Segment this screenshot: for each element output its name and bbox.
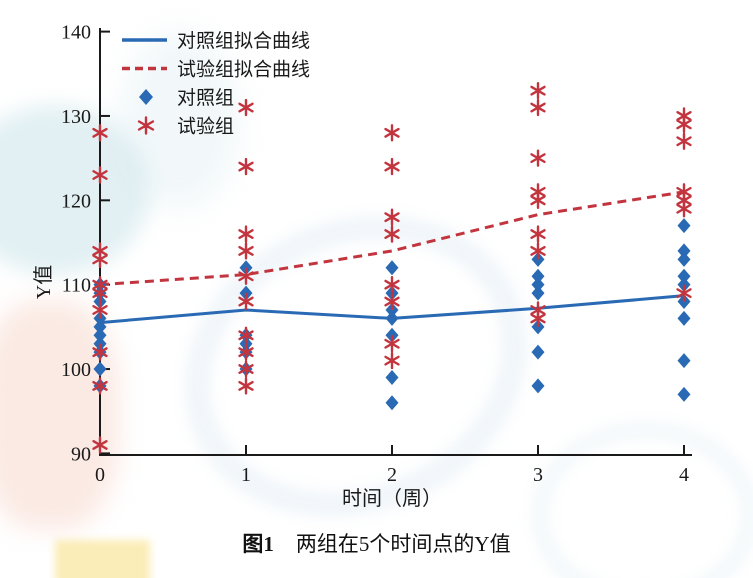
asterisk-marker — [238, 377, 254, 395]
diamond-marker — [677, 386, 691, 402]
asterisk-marker — [676, 115, 692, 134]
legend-label: 对照组拟合曲线 — [177, 30, 310, 52]
x-axis-label: 时间（周） — [342, 487, 442, 510]
asterisk-marker — [530, 81, 546, 100]
asterisk-marker — [676, 284, 692, 302]
diamond-marker — [93, 361, 107, 377]
asterisk-marker — [384, 351, 400, 370]
asterisk-marker — [384, 292, 400, 311]
asterisk-marker — [238, 343, 254, 361]
asterisk-marker — [92, 124, 108, 142]
experimental-scatter — [92, 81, 692, 454]
x-tick-label: 2 — [387, 464, 397, 486]
y-tick-label: 140 — [61, 22, 91, 44]
asterisk-marker — [530, 191, 546, 210]
x-tick-label: 3 — [533, 464, 543, 486]
y-axis-label: Y值 — [32, 265, 55, 299]
asterisk-marker — [238, 360, 254, 378]
diamond-marker — [93, 327, 107, 343]
diamond-marker — [677, 310, 691, 326]
diamond-marker — [385, 260, 399, 276]
diamond-marker — [677, 251, 691, 267]
asterisk-marker — [530, 98, 546, 117]
diamond-marker — [139, 89, 153, 105]
asterisk-marker — [92, 166, 108, 184]
diamond-marker — [385, 395, 399, 411]
asterisk-marker — [238, 98, 254, 117]
diamond-marker — [531, 344, 545, 360]
legend-label: 试验组拟合曲线 — [177, 59, 310, 81]
asterisk-marker — [238, 267, 254, 285]
diamond-marker — [531, 277, 545, 293]
asterisk-marker — [676, 132, 692, 150]
y-axis: 90 100 110 120 130 140 Y值 — [32, 22, 110, 465]
asterisk-marker — [676, 200, 692, 218]
diamond-marker — [385, 369, 399, 385]
diamond-marker — [677, 218, 691, 234]
asterisk-marker — [238, 292, 254, 311]
legend-item: 试验组拟合曲线 — [122, 59, 310, 81]
asterisk-marker — [530, 225, 546, 243]
diamond-marker — [531, 285, 545, 301]
diamond-marker — [677, 243, 691, 259]
asterisk-marker — [384, 208, 400, 226]
diamond-marker — [385, 310, 399, 326]
asterisk-marker — [137, 116, 155, 135]
legend-item: 试验组 — [137, 116, 234, 138]
x-tick-label: 4 — [679, 464, 689, 486]
y-tick-label: 90 — [71, 443, 91, 465]
experimental-fit-line — [99, 190, 685, 287]
asterisk-marker — [92, 284, 108, 302]
legend-item: 对照组拟合曲线 — [122, 30, 310, 52]
asterisk-marker — [238, 225, 254, 243]
legend-item: 对照组 — [139, 87, 234, 109]
asterisk-marker — [238, 157, 254, 176]
y-tick-label: 110 — [62, 275, 91, 297]
legend-label: 对照组 — [177, 87, 234, 109]
asterisk-marker — [530, 242, 546, 260]
asterisk-marker — [384, 335, 400, 353]
x-tick-label: 0 — [95, 464, 105, 486]
asterisk-marker — [92, 250, 108, 269]
caption-label: 图1 — [242, 532, 274, 556]
asterisk-marker — [530, 149, 546, 167]
legend-label: 试验组 — [177, 116, 234, 138]
diamond-marker — [531, 268, 545, 284]
diamond-marker — [531, 378, 545, 394]
asterisk-marker — [384, 124, 400, 142]
y-tick-label: 120 — [61, 190, 91, 212]
asterisk-marker — [384, 225, 400, 243]
chart-svg: 90 100 110 120 130 140 Y值 0 1 2 3 4 时间（周） 对照组拟合曲线试验组拟… — [32, 22, 692, 510]
asterisk-marker — [92, 343, 108, 361]
x-tick-label: 1 — [241, 464, 251, 486]
y-tick-label: 100 — [61, 359, 91, 381]
asterisk-marker — [92, 436, 108, 454]
asterisk-marker — [384, 157, 400, 176]
figure-caption: 图1 两组在5个时间点的Y值 — [0, 528, 753, 558]
y-tick-label: 130 — [61, 106, 91, 128]
asterisk-marker — [530, 309, 546, 328]
diamond-marker — [677, 353, 691, 369]
caption-title: 两组在5个时间点的Y值 — [295, 532, 511, 556]
asterisk-marker — [238, 326, 254, 344]
diamond-marker — [93, 319, 107, 335]
asterisk-marker — [384, 275, 400, 294]
asterisk-marker — [92, 377, 108, 395]
diamond-marker — [677, 268, 691, 284]
asterisk-marker — [92, 301, 108, 319]
asterisk-marker — [238, 242, 254, 260]
